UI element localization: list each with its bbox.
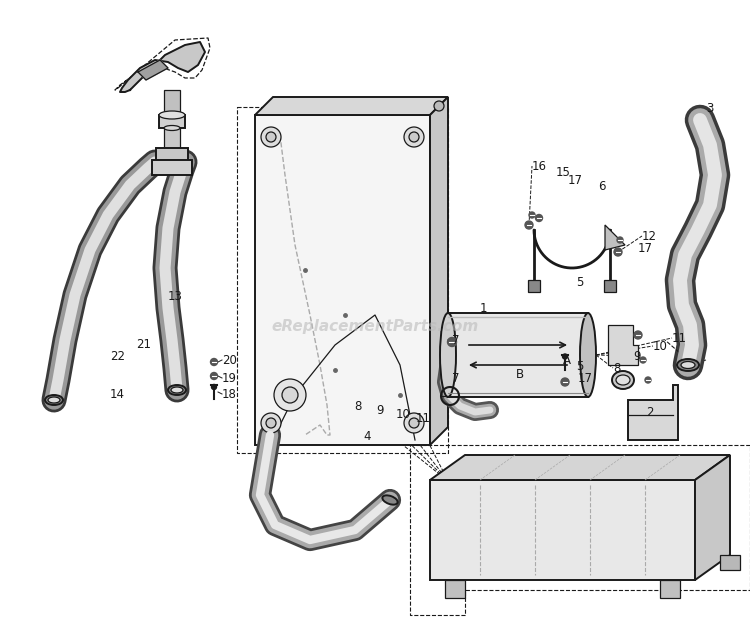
Ellipse shape — [440, 313, 456, 397]
Text: 7: 7 — [452, 333, 460, 346]
Circle shape — [409, 132, 419, 142]
Text: 11: 11 — [672, 332, 687, 344]
Polygon shape — [156, 148, 188, 165]
Ellipse shape — [677, 359, 699, 371]
Polygon shape — [430, 455, 730, 480]
Circle shape — [266, 418, 276, 428]
Text: B: B — [516, 367, 524, 381]
Text: 5: 5 — [576, 360, 584, 372]
Ellipse shape — [580, 313, 596, 397]
Polygon shape — [138, 60, 168, 80]
Polygon shape — [159, 115, 185, 128]
Polygon shape — [445, 580, 465, 598]
Polygon shape — [528, 280, 540, 292]
Circle shape — [282, 387, 298, 403]
Text: 20: 20 — [222, 353, 237, 367]
Text: 10: 10 — [653, 339, 668, 353]
Text: 9: 9 — [633, 349, 640, 362]
Text: 7: 7 — [452, 371, 460, 385]
Polygon shape — [430, 480, 695, 580]
Ellipse shape — [616, 375, 630, 385]
Text: 8: 8 — [613, 362, 620, 374]
Text: 13: 13 — [168, 289, 183, 303]
Circle shape — [409, 418, 419, 428]
Circle shape — [434, 101, 444, 111]
Polygon shape — [152, 160, 192, 175]
Ellipse shape — [159, 111, 185, 119]
Ellipse shape — [612, 371, 634, 389]
Text: 11: 11 — [416, 412, 431, 424]
Circle shape — [274, 379, 306, 411]
Polygon shape — [120, 42, 205, 92]
Ellipse shape — [168, 385, 186, 395]
Polygon shape — [430, 97, 448, 445]
Polygon shape — [628, 385, 678, 440]
Polygon shape — [164, 128, 180, 148]
Text: 2: 2 — [646, 406, 653, 419]
Circle shape — [404, 413, 424, 433]
Text: 17: 17 — [578, 371, 593, 385]
Text: 16: 16 — [532, 159, 547, 173]
Ellipse shape — [171, 387, 183, 393]
Ellipse shape — [382, 495, 398, 505]
Circle shape — [261, 127, 281, 147]
Polygon shape — [720, 555, 740, 570]
Circle shape — [562, 354, 568, 359]
Ellipse shape — [164, 125, 180, 131]
Circle shape — [634, 331, 642, 339]
Circle shape — [266, 132, 276, 142]
Polygon shape — [608, 325, 638, 365]
Circle shape — [211, 372, 218, 380]
Text: 3: 3 — [706, 102, 713, 115]
Text: 8: 8 — [354, 399, 362, 413]
Bar — [237, 107, 448, 453]
Circle shape — [211, 358, 218, 365]
Bar — [255, 115, 430, 445]
Text: 12: 12 — [642, 230, 657, 243]
Circle shape — [404, 127, 424, 147]
Bar — [448, 313, 588, 397]
Text: 18: 18 — [222, 387, 237, 401]
Polygon shape — [660, 580, 680, 598]
Text: 19: 19 — [222, 371, 237, 385]
Text: 10: 10 — [396, 408, 411, 420]
Polygon shape — [255, 97, 448, 115]
Text: 17: 17 — [568, 173, 583, 186]
Circle shape — [525, 221, 533, 229]
Polygon shape — [604, 280, 616, 292]
Circle shape — [211, 385, 217, 390]
Text: 1: 1 — [480, 301, 488, 314]
Text: 9: 9 — [376, 403, 383, 417]
Ellipse shape — [48, 397, 60, 403]
Circle shape — [261, 413, 281, 433]
Ellipse shape — [681, 362, 695, 369]
Text: A: A — [563, 353, 571, 367]
Text: 15: 15 — [556, 166, 571, 179]
Text: 22: 22 — [110, 349, 125, 362]
Text: 4: 4 — [363, 429, 370, 442]
Text: 5: 5 — [576, 275, 584, 289]
Polygon shape — [695, 455, 730, 580]
Text: 14: 14 — [110, 387, 125, 401]
Circle shape — [640, 357, 646, 363]
Text: 21: 21 — [136, 337, 151, 351]
Text: 17: 17 — [638, 241, 653, 255]
Text: 6: 6 — [598, 179, 605, 193]
Polygon shape — [164, 90, 180, 115]
Polygon shape — [605, 225, 625, 250]
Circle shape — [645, 377, 651, 383]
Text: eReplacementParts.com: eReplacementParts.com — [272, 319, 478, 334]
Circle shape — [529, 212, 535, 218]
Ellipse shape — [45, 395, 63, 405]
Circle shape — [448, 337, 457, 346]
Circle shape — [614, 248, 622, 256]
Circle shape — [536, 214, 542, 221]
Circle shape — [561, 378, 569, 386]
Circle shape — [617, 237, 623, 243]
